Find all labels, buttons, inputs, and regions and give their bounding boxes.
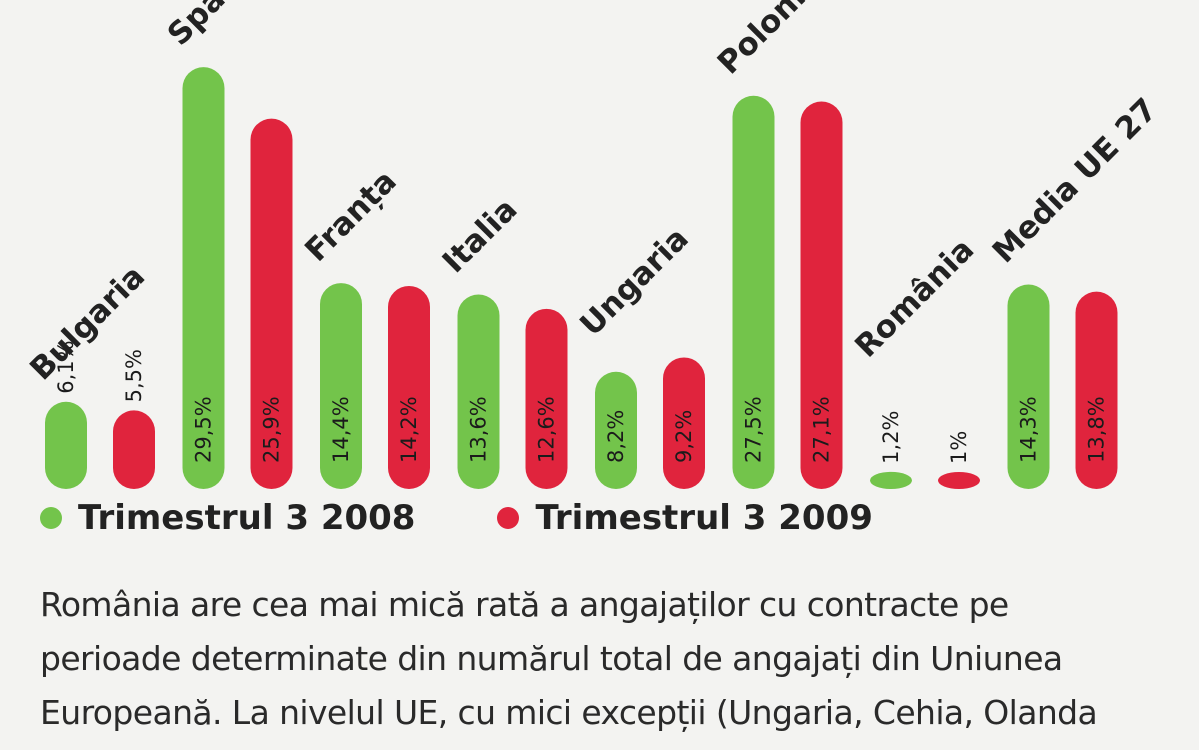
category-label-5: Polonia <box>711 0 828 81</box>
bar-4-1 <box>663 357 705 489</box>
bar-4-0 <box>595 371 637 489</box>
legend-marker-2008 <box>40 507 62 529</box>
legend-item-2008: Trimestrul 3 2008 <box>40 498 415 538</box>
category-label-7: Media UE 27 <box>986 91 1165 270</box>
value-label-4-0: 8,2% <box>604 410 628 463</box>
value-label-2-1: 14,2% <box>397 396 421 463</box>
chart-caption: România are cea mai mică rată a angajați… <box>40 578 1180 740</box>
value-label-4-1: 9,2% <box>672 410 696 463</box>
legend-marker-2009 <box>497 507 520 529</box>
category-label-4: Ungaria <box>573 221 695 343</box>
chart-legend: Trimestrul 3 2008 Trimestrul 3 2009 <box>40 498 955 538</box>
value-label-5-0: 27,5% <box>742 396 766 463</box>
bar-6-0 <box>870 471 912 489</box>
caption-line-3: Europeană. La nivelul UE, cu mici excepț… <box>40 693 1098 732</box>
category-label-3: Italia <box>436 191 525 280</box>
bar-2-0 <box>320 283 362 489</box>
value-label-2-0: 14,4% <box>329 396 353 463</box>
value-label-6-0: 1,2% <box>879 410 903 463</box>
value-label-3-0: 13,6% <box>467 396 491 463</box>
bar-7-0 <box>1007 284 1050 489</box>
category-label-1: Spania <box>161 0 271 53</box>
caption-line-2: perioade determinate din numărul total d… <box>40 639 1063 678</box>
value-label-1-1: 25,9% <box>260 396 284 463</box>
bar-3-0 <box>457 294 500 489</box>
legend-item-2009: Trimestrul 3 2009 <box>497 498 873 538</box>
value-label-7-1: 13,8% <box>1085 396 1109 463</box>
legend-label-2008: Trimestrul 3 2008 <box>78 498 416 538</box>
bar-1-0 <box>182 67 225 490</box>
bar-1-1 <box>250 118 293 489</box>
value-label-7-0: 14,3% <box>1017 396 1041 463</box>
caption-line-1: România are cea mai mică rată a angajați… <box>40 585 1009 624</box>
bar-3-1 <box>525 308 568 489</box>
bar-6-1 <box>938 472 980 489</box>
value-label-6-1: 1% <box>947 431 971 464</box>
bar-7-1 <box>1075 291 1118 489</box>
bar-chart: 6,1%5,5%Bulgaria29,5%25,9%Spania14,4%14,… <box>23 0 1165 490</box>
value-label-0-0: 6,1% <box>54 340 78 393</box>
bar-2-1 <box>388 285 430 489</box>
value-label-1-0: 29,5% <box>192 396 216 463</box>
bar-5-1 <box>800 101 843 489</box>
value-label-5-1: 27,1% <box>810 396 834 463</box>
bar-5-0 <box>732 95 775 489</box>
value-label-0-1: 5,5% <box>122 349 146 402</box>
category-label-2: Franța <box>298 163 404 269</box>
legend-label-2009: Trimestrul 3 2009 <box>535 498 873 538</box>
category-label-6: România <box>848 232 981 365</box>
value-label-3-1: 12,6% <box>535 396 559 463</box>
bar-0-1 <box>113 410 155 489</box>
bar-0-0 <box>45 401 87 489</box>
